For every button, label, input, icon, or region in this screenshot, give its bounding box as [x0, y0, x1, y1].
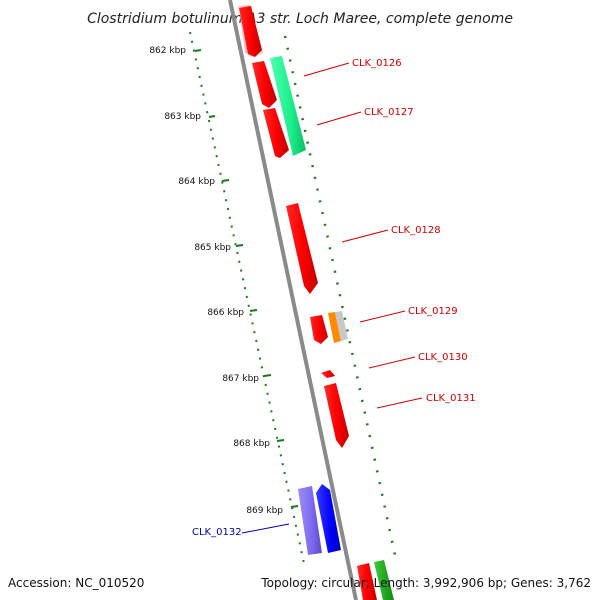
tick-label: 865 kbp [194, 243, 231, 253]
gene-label-clk0129[interactable]: CLK_0129 [408, 306, 458, 317]
leader-clk0128 [341, 229, 389, 243]
tick-862: 862 kbp [149, 46, 202, 56]
genome-backbone [228, 0, 358, 600]
tick-label: 863 kbp [164, 112, 201, 122]
gene-clk0126-arrow[interactable] [252, 61, 277, 108]
accession-text: Accession: NC_010520 [8, 576, 144, 590]
gene-label-clk0131[interactable]: CLK_0131 [426, 393, 476, 404]
gene-blue-arrow[interactable] [316, 484, 341, 553]
tick-869: 869 kbp [246, 505, 299, 516]
gene-clk0129-arrow[interactable] [310, 315, 328, 344]
tick-864: 864 kbp [178, 177, 230, 187]
gene-label-clk0128[interactable]: CLK_0128 [391, 225, 441, 236]
tick-868: 868 kbp [233, 439, 285, 449]
leader-clk0131 [376, 397, 423, 409]
gene-orange-arrow[interactable] [328, 312, 341, 343]
tick-label: 868 kbp [233, 439, 270, 449]
gene-arrow-red[interactable] [239, 6, 262, 57]
tick-label: 862 kbp [149, 46, 186, 56]
gene-label-clk0130[interactable]: CLK_0130 [418, 352, 468, 363]
gene-gray-arrow[interactable] [335, 311, 348, 341]
gene-clk0128-arrow[interactable] [286, 203, 318, 294]
topology-text: Topology: circular; Length: 3,992,906 bp… [260, 576, 591, 590]
tick-863: 863 kbp [164, 112, 216, 122]
gene-label-clk0132[interactable]: CLK_0132 [192, 527, 242, 538]
tick-label: 867 kbp [222, 374, 259, 384]
gene-green-arrow[interactable] [270, 56, 306, 156]
tick-865: 865 kbp [194, 243, 244, 253]
gene-label-clk0127[interactable]: CLK_0127 [364, 107, 414, 118]
leader-clk0130 [368, 356, 416, 369]
gene-clk0130-arrow[interactable] [321, 370, 335, 378]
gene-label-clk0126[interactable]: CLK_0126 [352, 58, 402, 69]
tick-label: 866 kbp [207, 308, 244, 318]
map-title: Clostridium botulinum A3 str. Loch Maree… [87, 11, 513, 27]
gene-bottom-red-arrow[interactable] [357, 563, 377, 600]
leader-clk0126 [303, 62, 350, 77]
leader-clk0132 [241, 523, 290, 534]
gene-bottom-green-arrow[interactable] [374, 560, 394, 600]
tick-label: 869 kbp [246, 506, 283, 516]
leader-clk0129 [359, 310, 406, 323]
gene-clk0127-arrow[interactable] [263, 108, 289, 158]
tick-label: 864 kbp [178, 177, 215, 187]
leader-clk0127 [316, 111, 362, 126]
inner-tick-track [189, 31, 306, 569]
gene-clk0131-arrow[interactable] [324, 383, 349, 448]
tick-866: 866 kbp [207, 308, 258, 318]
tick-867: 867 kbp [222, 374, 272, 384]
gene-clk0132-arrow[interactable] [298, 486, 322, 555]
